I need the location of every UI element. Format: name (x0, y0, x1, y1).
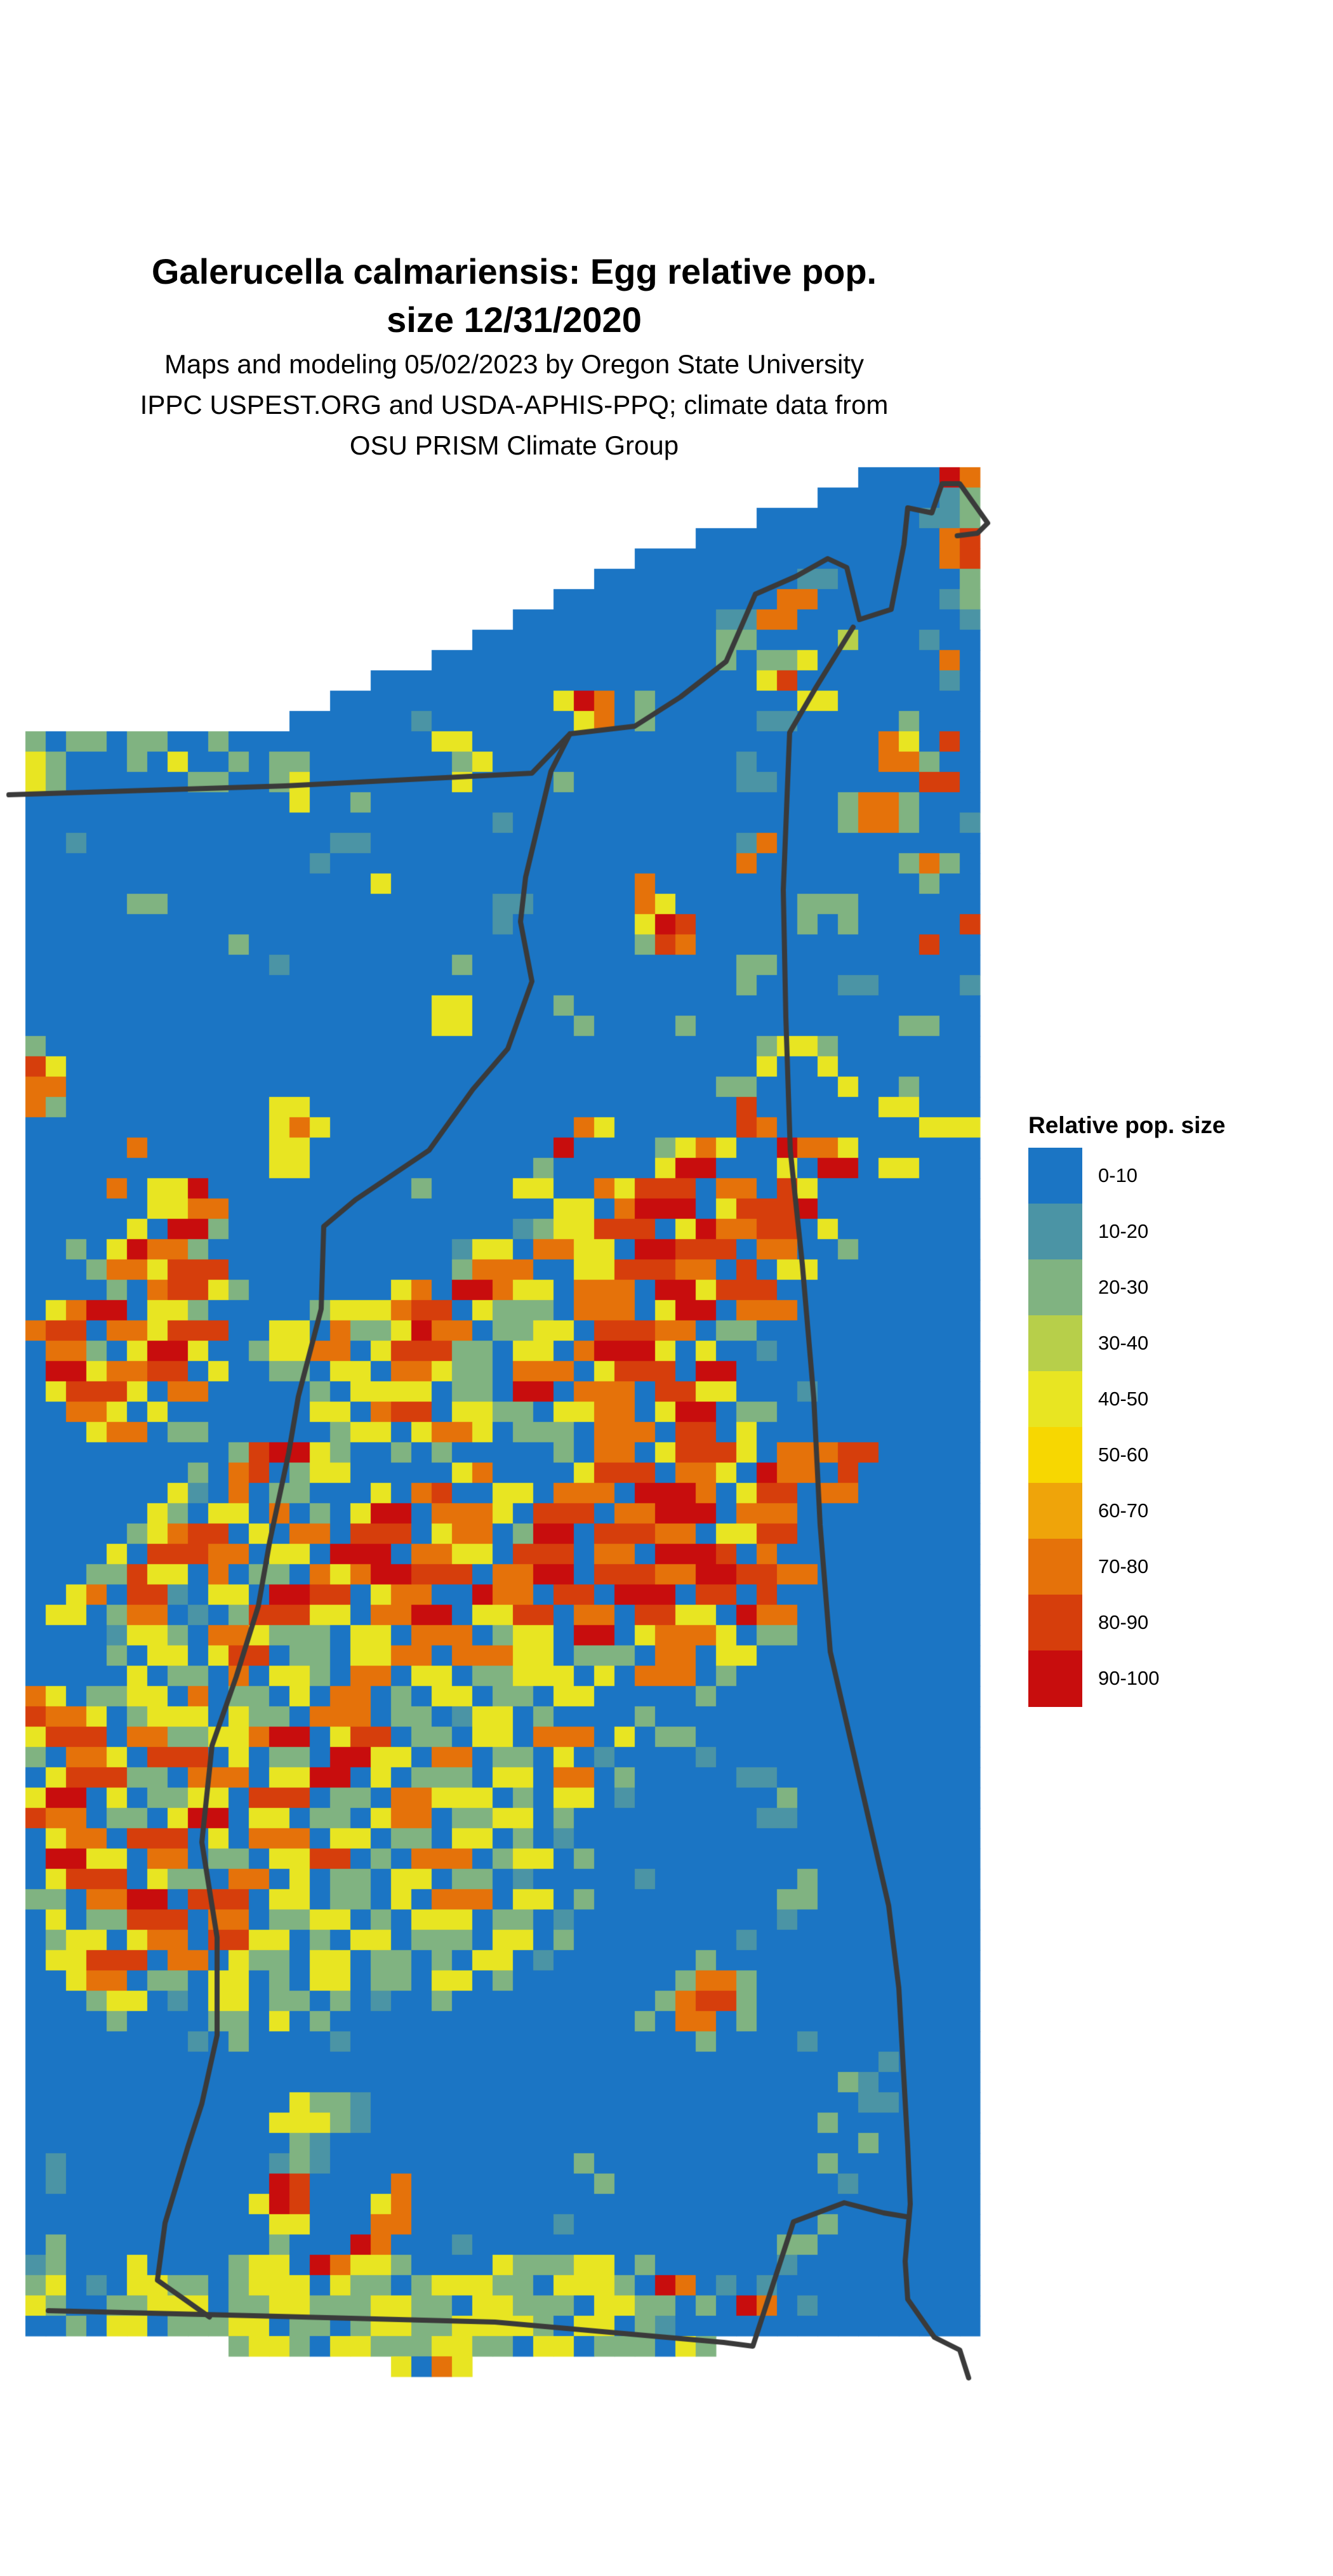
legend-swatch-80-90 (1028, 1595, 1082, 1651)
legend-label: 40-50 (1098, 1388, 1149, 1410)
legend-swatch-30-40 (1028, 1315, 1082, 1372)
legend-label: 60-70 (1098, 1499, 1149, 1522)
legend-item: 80-90 (1028, 1595, 1327, 1651)
legend-item: 40-50 (1028, 1371, 1327, 1428)
header: Galerucella calmariensis: Egg relative p… (0, 248, 1028, 466)
subtitle-line1: Maps and modeling 05/02/2023 by Oregon S… (164, 349, 864, 379)
subtitle-line3: OSU PRISM Climate Group (349, 430, 679, 460)
legend-swatch-60-70 (1028, 1483, 1082, 1539)
legend-item: 90-100 (1028, 1650, 1327, 1707)
legend-items: 0-10 10-20 20-30 30-40 40-50 50-60 60-70 70-80 8… (1028, 1148, 1327, 1707)
legend: Relative pop. size 0-10 10-20 20-30 30-40 40… (1028, 1112, 1327, 1707)
legend-swatch-40-50 (1028, 1371, 1082, 1428)
page-title-line2: size 12/31/2020 (387, 300, 642, 340)
legend-label: 20-30 (1098, 1276, 1149, 1298)
legend-item: 20-30 (1028, 1259, 1327, 1316)
legend-item: 70-80 (1028, 1539, 1327, 1595)
subtitle-line2: IPPC USPEST.ORG and USDA-APHIS-PPQ; clim… (140, 390, 889, 420)
legend-swatch-10-20 (1028, 1204, 1082, 1260)
legend-swatch-90-100 (1028, 1650, 1082, 1707)
legend-item: 30-40 (1028, 1315, 1327, 1372)
legend-title: Relative pop. size (1028, 1112, 1226, 1138)
legend-label: 30-40 (1098, 1332, 1149, 1354)
legend-label: 70-80 (1098, 1555, 1149, 1577)
legend-label: 0-10 (1098, 1164, 1138, 1186)
legend-item: 0-10 (1028, 1148, 1327, 1204)
legend-item: 60-70 (1028, 1483, 1327, 1539)
legend-label: 50-60 (1098, 1444, 1149, 1466)
legend-label: 80-90 (1098, 1611, 1149, 1633)
legend-item: 10-20 (1028, 1204, 1327, 1260)
legend-label: 90-100 (1098, 1667, 1160, 1689)
legend-label: 10-20 (1098, 1220, 1149, 1242)
legend-swatch-20-30 (1028, 1259, 1082, 1316)
legend-swatch-50-60 (1028, 1427, 1082, 1484)
legend-swatch-0-10 (1028, 1148, 1082, 1204)
legend-item: 50-60 (1028, 1427, 1327, 1484)
page-title-line1: Galerucella calmariensis: Egg relative p… (151, 251, 877, 291)
legend-swatch-70-80 (1028, 1539, 1082, 1595)
